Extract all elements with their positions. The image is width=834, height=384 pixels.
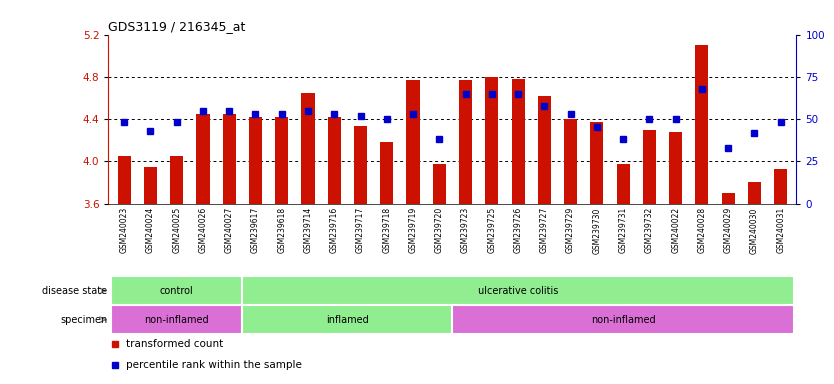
Text: GSM239723: GSM239723 xyxy=(461,207,470,253)
Bar xyxy=(111,276,243,305)
Bar xyxy=(275,117,289,204)
Bar xyxy=(590,122,604,204)
Text: GSM240028: GSM240028 xyxy=(697,207,706,253)
Text: GSM239730: GSM239730 xyxy=(592,207,601,253)
Text: GSM239719: GSM239719 xyxy=(409,207,418,253)
Text: GSM240026: GSM240026 xyxy=(198,207,208,253)
Bar xyxy=(301,93,314,204)
Bar xyxy=(406,80,420,204)
Bar xyxy=(616,164,630,204)
Text: GSM239725: GSM239725 xyxy=(487,207,496,253)
Bar xyxy=(564,119,577,204)
Bar xyxy=(511,79,525,204)
Text: GSM239717: GSM239717 xyxy=(356,207,365,253)
Text: GSM239714: GSM239714 xyxy=(304,207,313,253)
Text: GSM240024: GSM240024 xyxy=(146,207,155,253)
Text: percentile rank within the sample: percentile rank within the sample xyxy=(126,360,302,370)
Bar xyxy=(669,132,682,204)
Text: GSM239720: GSM239720 xyxy=(435,207,444,253)
Text: GDS3119 / 216345_at: GDS3119 / 216345_at xyxy=(108,20,246,33)
Text: control: control xyxy=(160,286,193,296)
Text: GSM239729: GSM239729 xyxy=(566,207,575,253)
Text: non-inflamed: non-inflamed xyxy=(144,314,209,325)
Bar xyxy=(223,114,236,204)
Bar xyxy=(243,276,794,305)
Bar xyxy=(538,96,551,204)
Bar xyxy=(696,45,709,204)
Bar xyxy=(243,305,452,334)
Bar xyxy=(721,193,735,204)
Text: non-inflamed: non-inflamed xyxy=(590,314,656,325)
Bar xyxy=(118,156,131,204)
Text: GSM240023: GSM240023 xyxy=(119,207,128,253)
Text: GSM240027: GSM240027 xyxy=(224,207,234,253)
Bar xyxy=(354,126,367,204)
Text: ulcerative colitis: ulcerative colitis xyxy=(478,286,558,296)
Text: inflamed: inflamed xyxy=(326,314,369,325)
Bar xyxy=(328,117,341,204)
Text: GSM240025: GSM240025 xyxy=(172,207,181,253)
Text: transformed count: transformed count xyxy=(126,339,223,349)
Text: GSM239718: GSM239718 xyxy=(382,207,391,253)
Text: GSM239618: GSM239618 xyxy=(277,207,286,253)
Bar xyxy=(380,142,394,204)
Text: specimen: specimen xyxy=(60,314,108,325)
Bar xyxy=(459,80,472,204)
Bar xyxy=(111,305,243,334)
Text: GSM239716: GSM239716 xyxy=(329,207,339,253)
Bar xyxy=(485,77,499,204)
Bar xyxy=(144,167,157,204)
Bar xyxy=(249,117,262,204)
Text: GSM239731: GSM239731 xyxy=(619,207,628,253)
Bar xyxy=(748,182,761,204)
Text: GSM240031: GSM240031 xyxy=(776,207,786,253)
Bar xyxy=(774,169,787,204)
Text: GSM240030: GSM240030 xyxy=(750,207,759,253)
Text: GSM240022: GSM240022 xyxy=(671,207,681,253)
Bar xyxy=(643,130,656,204)
Bar xyxy=(452,305,794,334)
Text: GSM240029: GSM240029 xyxy=(724,207,733,253)
Bar xyxy=(433,164,446,204)
Text: GSM239726: GSM239726 xyxy=(514,207,523,253)
Text: GSM239732: GSM239732 xyxy=(645,207,654,253)
Bar xyxy=(196,114,209,204)
Text: disease state: disease state xyxy=(43,286,108,296)
Bar xyxy=(170,156,183,204)
Text: GSM239727: GSM239727 xyxy=(540,207,549,253)
Text: GSM239617: GSM239617 xyxy=(251,207,260,253)
